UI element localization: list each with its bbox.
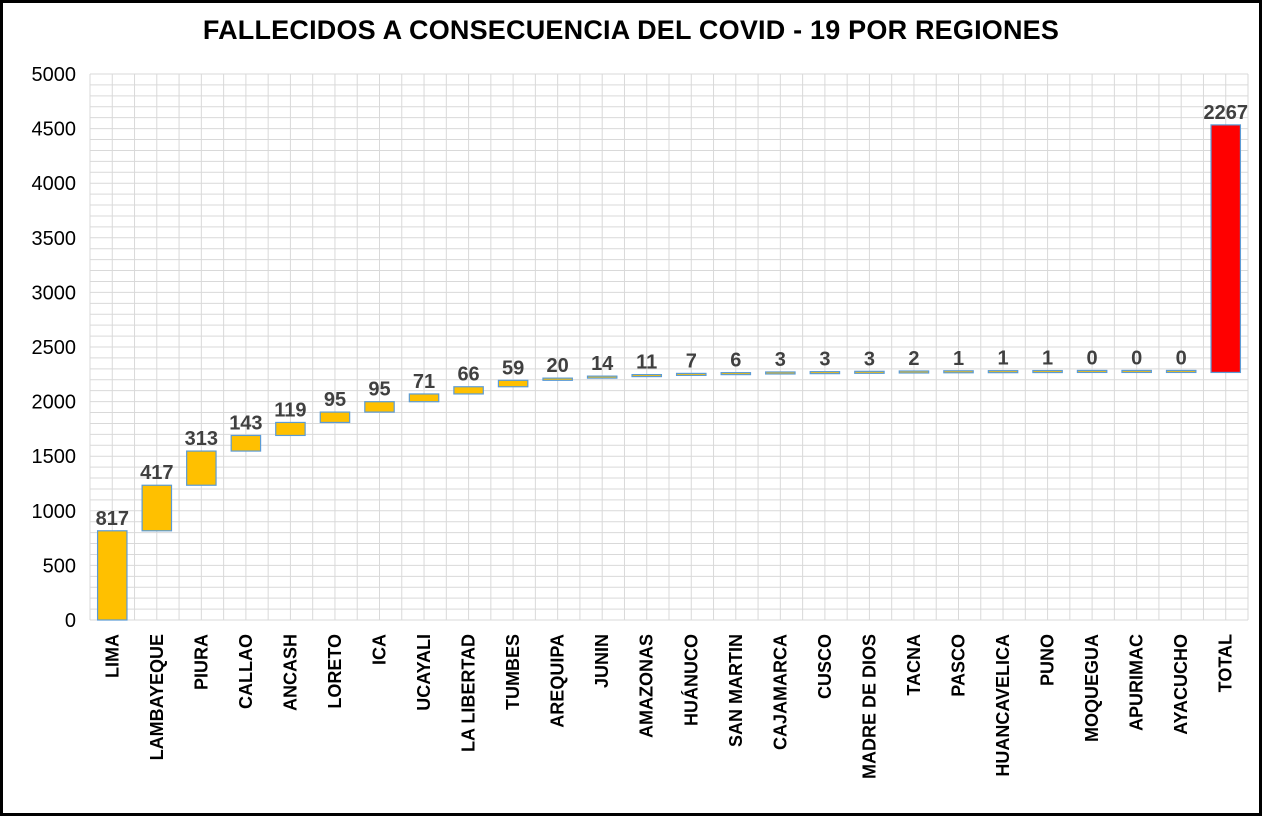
gridlines: [89, 73, 1249, 621]
x-tick-label: CUSCO: [815, 634, 835, 699]
x-tick-label: LORETO: [325, 634, 345, 709]
x-tick-label: MOQUEGUA: [1082, 634, 1102, 742]
bar: [275, 421, 306, 437]
bar: [96, 530, 128, 621]
data-label: 11: [636, 352, 657, 374]
y-tick-label: 5000: [32, 64, 77, 86]
bar: [364, 401, 395, 413]
y-tick-label: 2000: [32, 392, 77, 414]
x-tick-label: TACNA: [904, 634, 924, 696]
bar: [497, 379, 529, 388]
data-label: 2267: [1203, 102, 1248, 124]
x-axis: LIMA LAMBAYEQUE PIURA CALLAO ANCASH LORETO ICA…: [102, 634, 1235, 779]
y-tick-label: 0: [65, 610, 76, 632]
y-tick-label: 3000: [32, 282, 77, 304]
bar: [1121, 369, 1152, 374]
bar: [898, 370, 930, 374]
bar: [408, 393, 440, 403]
bar: [675, 372, 707, 376]
bar: [987, 370, 1019, 374]
x-tick-label: CAJAMARCA: [770, 634, 790, 750]
data-label: 1: [953, 348, 964, 370]
data-label: 119: [274, 399, 306, 421]
data-label: 0: [1087, 347, 1098, 369]
data-label: 1: [997, 348, 1008, 370]
y-tick-label: 3500: [32, 228, 77, 250]
bar: [1165, 369, 1197, 374]
bar: [186, 450, 217, 486]
x-tick-label: AREQUIPA: [548, 634, 568, 728]
bar: [586, 375, 618, 379]
x-tick-label: HUÁNUCO: [680, 634, 701, 726]
x-tick-label: PUNO: [1038, 634, 1058, 686]
x-tick-label: TUMBES: [503, 634, 523, 710]
y-axis: 0 500 1000 1500 2000 2500 3000 3500 4000 4500 5000: [32, 64, 77, 632]
x-tick-label: SAN MARTIN: [726, 634, 746, 747]
x-tick-label: HUANCAVELICA: [993, 634, 1013, 777]
data-label: 1: [1042, 348, 1053, 370]
data-label: 14: [591, 353, 614, 375]
data-label: 3: [819, 349, 830, 371]
bar: [453, 386, 484, 395]
data-label: 71: [413, 371, 435, 393]
bar: [720, 372, 752, 376]
x-tick-label: PIURA: [191, 634, 211, 690]
y-tick-label: 500: [43, 555, 76, 577]
data-label: 20: [547, 355, 569, 377]
x-tick-label: TOTAL: [1216, 634, 1236, 692]
x-tick-label: ICA: [370, 634, 390, 665]
bar: [1032, 369, 1063, 374]
x-tick-label: CALLAO: [236, 634, 256, 709]
y-tick-label: 4500: [32, 119, 77, 141]
x-tick-label: LA LIBERTAD: [459, 634, 479, 752]
data-label: 143: [229, 412, 262, 434]
x-tick-label: UCAYALI: [414, 634, 434, 711]
x-tick-label: PASCO: [949, 634, 969, 697]
x-tick-label: MADRE DE DIOS: [859, 634, 879, 779]
y-tick-label: 1500: [32, 446, 77, 468]
bar: [319, 411, 351, 424]
data-label: 59: [502, 357, 524, 379]
data-label: 7: [686, 350, 697, 372]
data-label: 0: [1176, 347, 1187, 369]
bar: [765, 371, 796, 375]
bar: [809, 371, 841, 375]
data-label: 3: [775, 349, 786, 371]
data-label: 95: [368, 379, 390, 401]
data-label: 313: [185, 428, 218, 450]
bar: [230, 434, 262, 452]
data-label: 817: [96, 508, 129, 530]
data-label: 95: [324, 389, 346, 411]
bar: [854, 370, 885, 374]
x-tick-label: LAMBAYEQUE: [147, 634, 167, 760]
y-tick-label: 1000: [32, 501, 77, 523]
bar: [631, 373, 663, 378]
y-tick-label: 2500: [32, 337, 77, 359]
bars: [96, 124, 1242, 621]
bar: [943, 370, 974, 374]
data-label: 6: [730, 350, 741, 372]
data-label: 3: [864, 348, 875, 370]
x-tick-label: APURIMAC: [1127, 634, 1147, 731]
data-label: 0: [1131, 347, 1142, 369]
bar: [141, 484, 173, 532]
bar: [1076, 369, 1108, 374]
y-tick-label: 4000: [32, 173, 77, 195]
data-label: 2: [908, 348, 919, 370]
bar: [542, 377, 573, 381]
x-tick-label: LIMA: [102, 634, 122, 678]
x-tick-label: AYACUCHO: [1171, 634, 1191, 735]
data-label: 417: [140, 462, 173, 484]
x-tick-label: AMAZONAS: [637, 634, 657, 738]
x-tick-label: JUNIN: [592, 634, 612, 688]
chart-title: FALLECIDOS A CONSECUENCIA DEL COVID - 19…: [202, 15, 1060, 45]
bar: [1210, 124, 1242, 374]
x-tick-label: ANCASH: [280, 634, 300, 711]
data-label: 66: [457, 364, 479, 386]
